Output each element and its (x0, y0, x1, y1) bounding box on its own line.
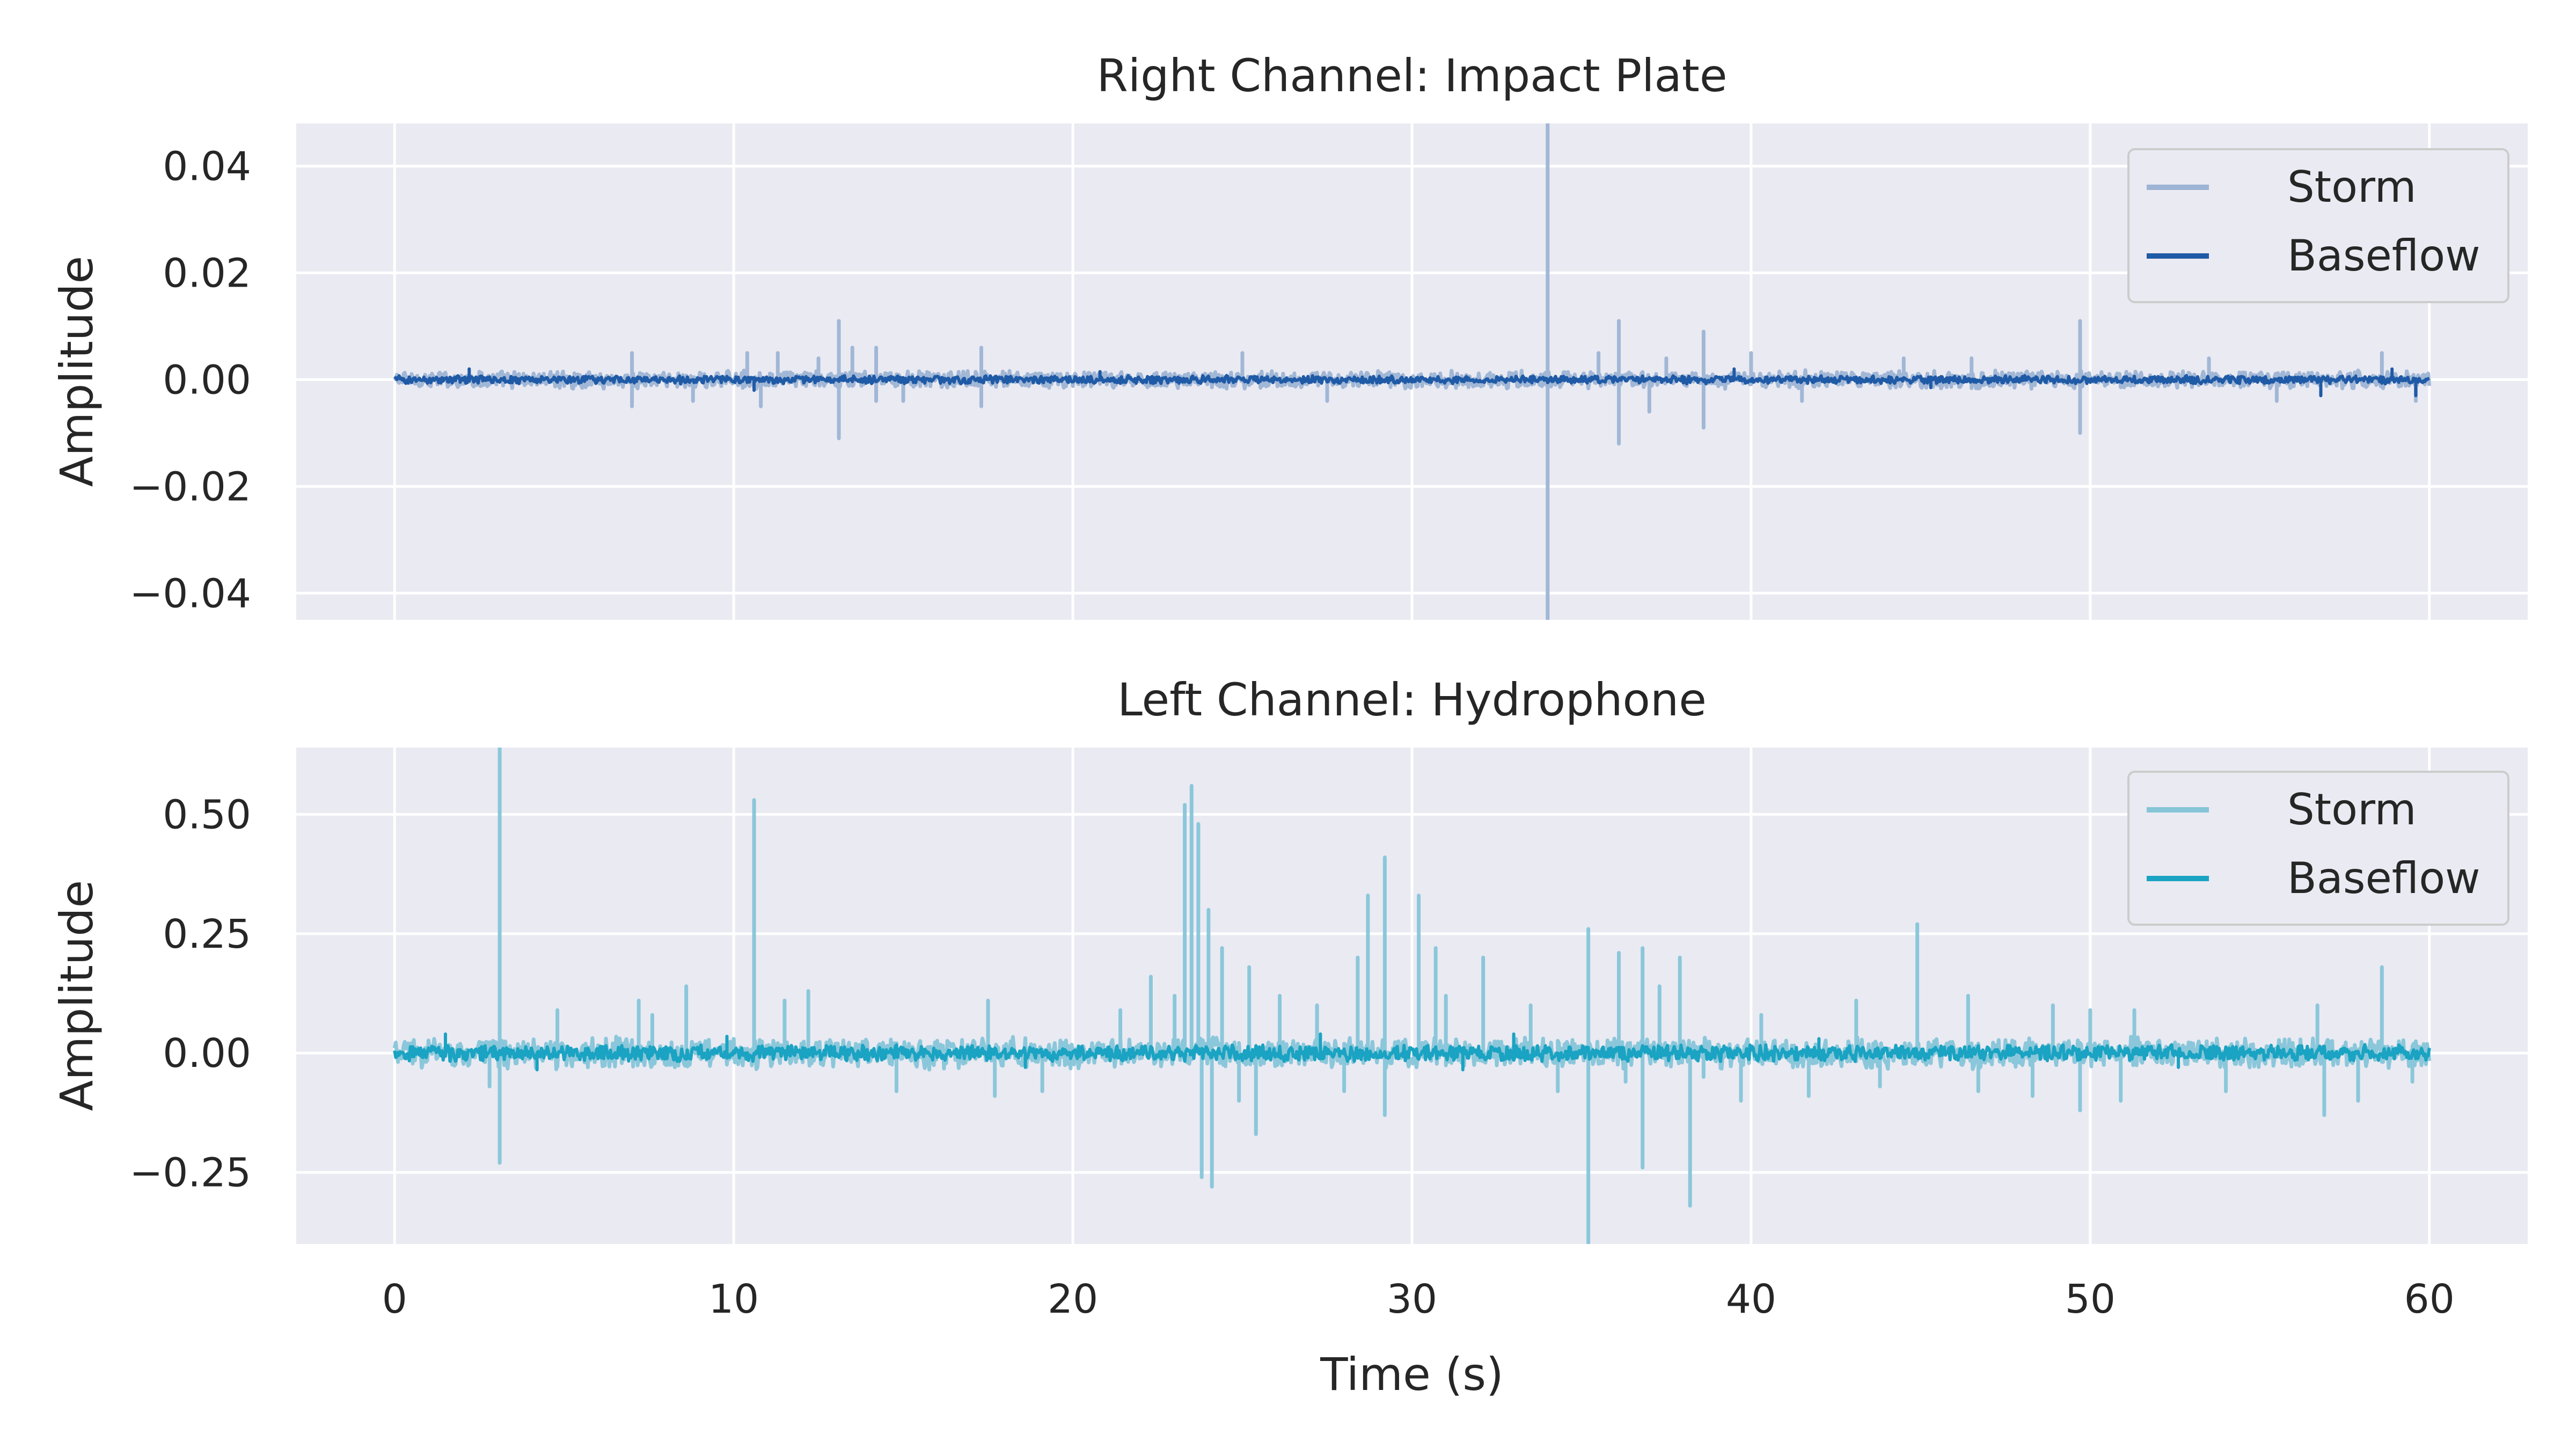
y-tick-label: 0.02 (163, 250, 251, 296)
x-axis-label: Time (s) (1320, 1348, 1504, 1401)
x-tick-label: 40 (1726, 1276, 1776, 1322)
hydrophone-legend[interactable]: Storm Baseflow (2127, 771, 2509, 926)
impact-plate-panel: −0.04 −0.02 0.00 0.02 0.04 Right Channel: Im… (50, 49, 2528, 620)
x-tick-label: 10 (708, 1276, 759, 1322)
y-tick-label: 0.00 (163, 357, 251, 403)
hydrophone-legend-box (2127, 771, 2509, 926)
impact-plate-grid (296, 123, 2528, 620)
y-tick-label: 0.04 (163, 144, 251, 190)
legend-storm-label: Storm (2287, 785, 2417, 835)
hydrophone-title: Left Channel: Hydrophone (1117, 674, 1707, 726)
y-tick-label: 0.50 (163, 792, 251, 838)
impact-plate-legend-box (2127, 148, 2509, 303)
legend-baseflow-label: Baseflow (2287, 853, 2480, 903)
x-tick-label: 20 (1048, 1276, 1098, 1322)
impact-plate-y-ticks: −0.04 −0.02 0.00 0.02 0.04 (129, 144, 251, 617)
impact-plate-legend[interactable]: Storm Baseflow (2127, 148, 2509, 303)
hydrophone-y-axis-label: Amplitude (50, 880, 103, 1111)
impact-plate-data (393, 123, 2432, 620)
y-tick-label: −0.04 (129, 570, 251, 617)
y-tick-label: 0.25 (163, 911, 251, 957)
impact-plate-y-axis-label: Amplitude (50, 256, 103, 487)
legend-baseflow-label: Baseflow (2287, 231, 2480, 281)
series-line-baseflow (393, 1032, 2431, 1072)
hydrophone-y-ticks: −0.25 0.00 0.25 0.50 (129, 792, 251, 1196)
y-tick-label: −0.25 (129, 1150, 251, 1196)
impact-plate-title: Right Channel: Impact Plate (1096, 49, 1727, 102)
x-tick-label: 30 (1387, 1276, 1437, 1322)
legend-storm-label: Storm (2287, 162, 2417, 212)
hydrophone-x-ticks: 0 10 20 30 40 50 60 (382, 1276, 2455, 1322)
y-tick-label: 0.00 (163, 1030, 251, 1077)
x-tick-label: 0 (382, 1276, 407, 1322)
x-tick-label: 50 (2065, 1276, 2116, 1322)
hydrophone-data (392, 748, 2432, 1244)
series-line-baseflow (393, 367, 2430, 398)
y-tick-label: −0.02 (129, 464, 251, 510)
x-tick-label: 60 (2404, 1276, 2455, 1322)
hydrophone-panel: −0.25 0.00 0.25 0.50 0 10 20 30 40 50 60 Left Cha… (50, 674, 2528, 1401)
